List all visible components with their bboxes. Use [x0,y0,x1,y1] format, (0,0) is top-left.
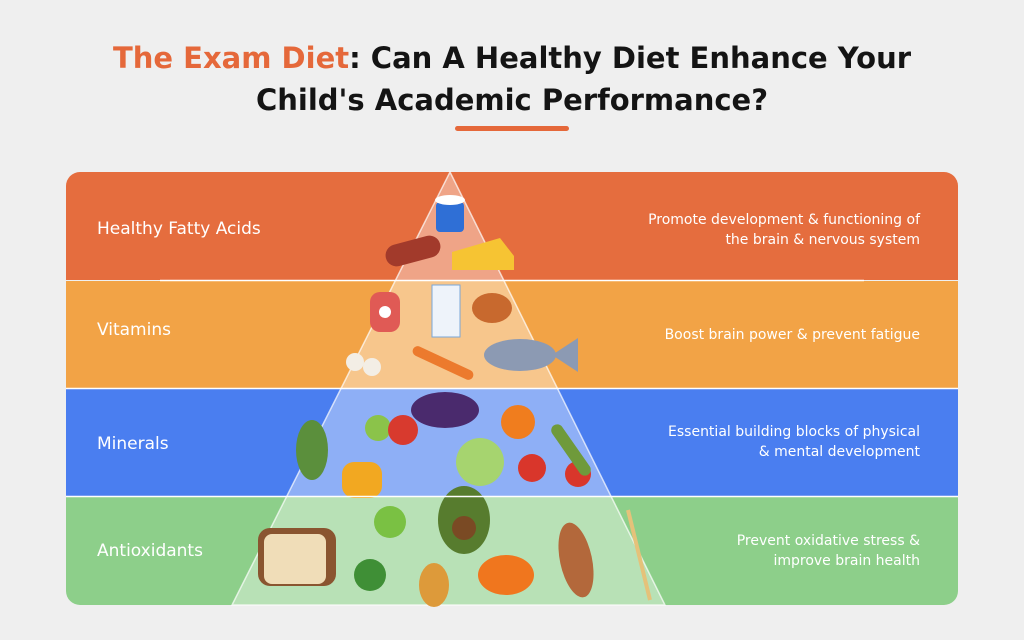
tier-label: Antioxidants [97,541,203,561]
tier-label: Vitamins [97,320,171,340]
description-line: Essential building blocks of physical [668,424,920,440]
tier-label: Healthy Fatty Acids [97,219,261,239]
title-line-2: Child's Academic Performance? [255,83,769,117]
title-line-1: The Exam Diet: Can A Healthy Diet Enhanc… [0,38,1024,78]
tier-description: Prevent oxidative stress & improve brain … [580,531,920,571]
description-line: Boost brain power & prevent fatigue [664,327,920,343]
description-line: Promote development & functioning of [648,212,920,228]
tier-description: Promote development & functioning of the … [580,210,920,250]
tier-label: Minerals [97,434,169,454]
title-highlight: The Exam Diet [112,41,350,75]
tier-description: Essential building blocks of physical & m… [580,422,920,462]
description-line: the brain & nervous system [725,232,920,248]
title-underline [455,126,569,131]
tier-description: Boost brain power & prevent fatigue [580,325,920,345]
description-line: improve brain health [773,553,920,569]
description-line: & mental development [758,444,920,460]
description-line: Prevent oxidative stress & [736,533,920,549]
title-text: : Can A Healthy Diet Enhance Your [349,41,912,75]
